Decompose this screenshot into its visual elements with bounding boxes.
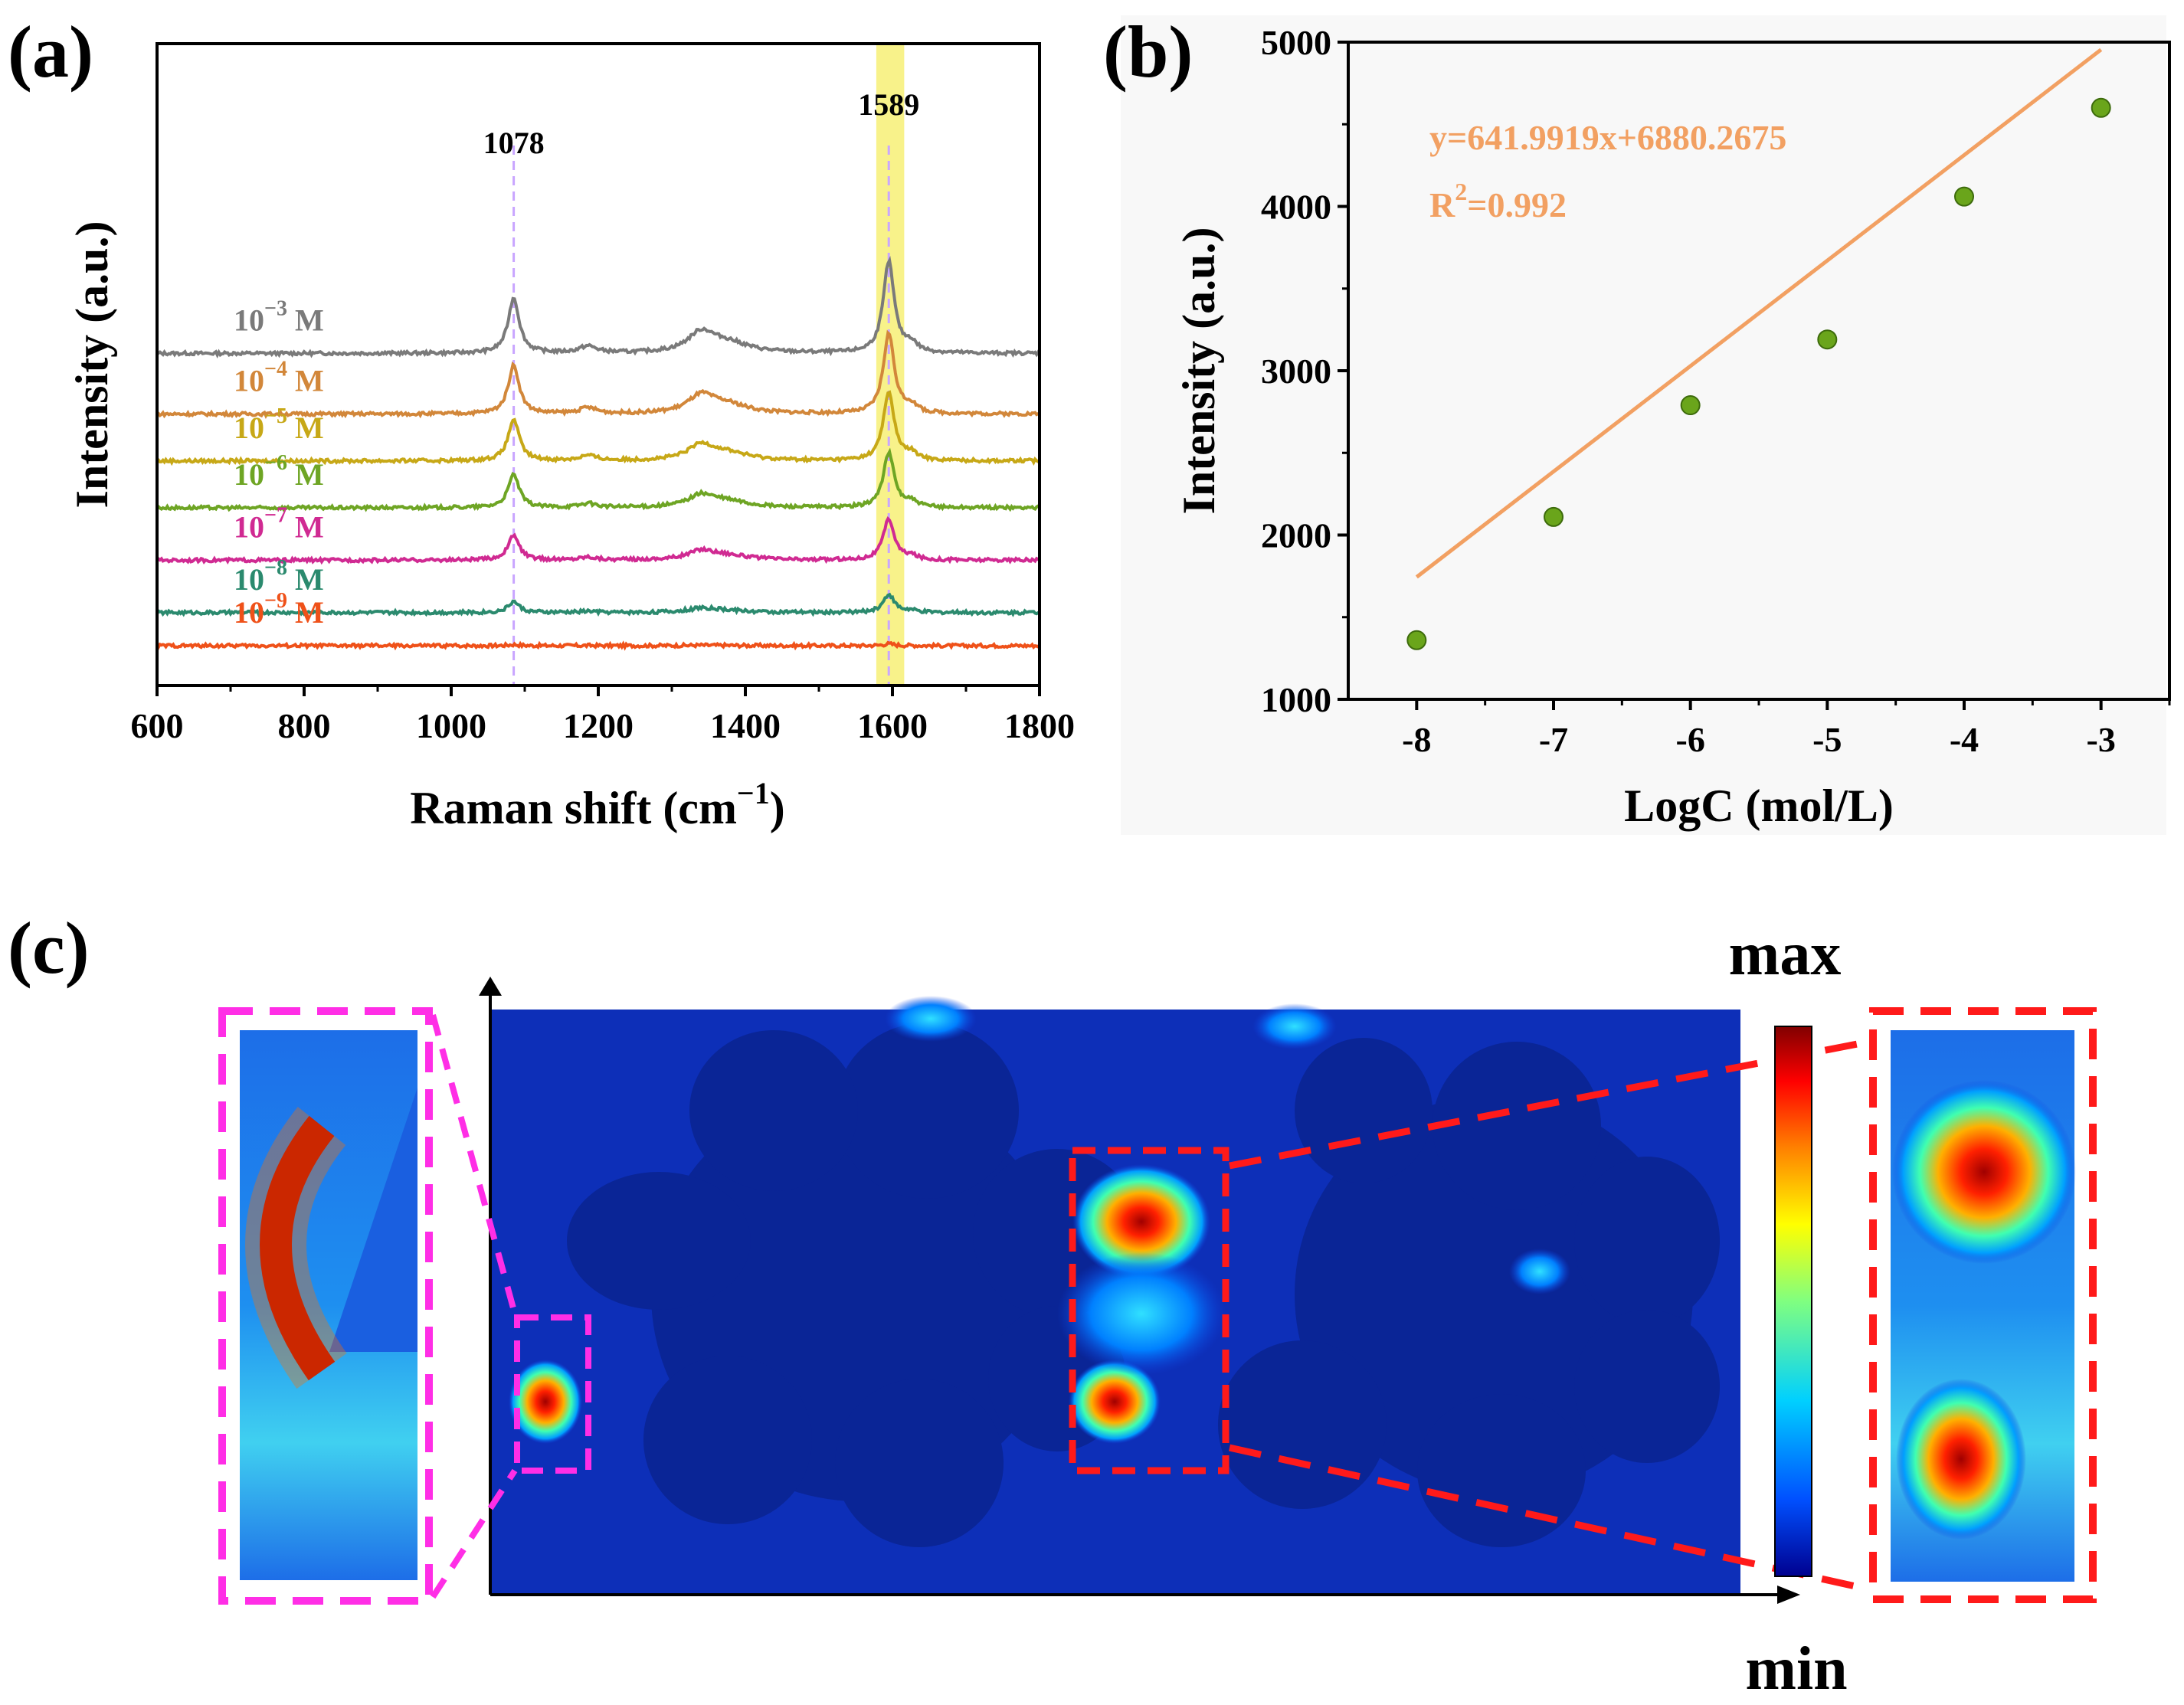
raman-x-tick-label-2: 1000 <box>416 706 486 745</box>
fit-r-squared: R2=0.992 <box>1429 178 1567 224</box>
raman-series-labels: 10−3 M 10−4 M 10−5 M 10−6 M 10−7 M 10−8 M10−9 M <box>234 296 324 630</box>
hotspot-upper-gap <box>1072 1164 1210 1279</box>
panel-b: (b) -8 -7 -6 -5 -4 -3 1000 2000 3000 4000 5000 y=… <box>1103 11 2171 835</box>
sim-y-arrow <box>479 977 502 996</box>
raman-axes-frame <box>156 42 1041 687</box>
zoom-left-hotband <box>260 1115 336 1381</box>
fit-equation: y=641.9919x+6880.2675 <box>1429 118 1786 157</box>
hotspot-lower-gap <box>1069 1360 1161 1444</box>
raman-series-2 <box>156 390 1040 466</box>
calibration-x-tick-label-5: -3 <box>2087 720 2116 759</box>
raman-y-axis-label: Intensity (a.u.) <box>67 221 117 508</box>
calibration-x-axis-label: LogC (mol/L) <box>1624 781 1894 831</box>
raman-x-tick-label-0: 600 <box>131 706 184 745</box>
series-label-5: 10−8 M <box>234 556 324 597</box>
tip-glow-1 <box>885 996 977 1042</box>
hotspot-edge <box>509 1360 582 1444</box>
raman-x-tick-label-6: 1800 <box>1004 706 1075 745</box>
peak-guide-lines <box>512 146 890 686</box>
panel-c: (c) <box>8 907 2097 1703</box>
series-label-1: 10−4 M <box>234 358 324 398</box>
colorbar: max min <box>1729 921 1848 1703</box>
raman-series <box>156 256 1041 651</box>
zoom-left-source <box>514 1314 591 1474</box>
raman-series-3 <box>156 447 1041 512</box>
series-label-3: 10−6 M <box>234 451 324 492</box>
calibration-y-tick-label-3: 4000 <box>1261 188 1331 227</box>
raman-x-axis-label: Raman shift (cm−1) <box>410 776 784 833</box>
gap-field <box>1057 1252 1226 1375</box>
zoom-right-frame <box>1869 1007 2097 1603</box>
raman-peak-labels: 1078 1589 <box>483 87 920 160</box>
raman-series-1 <box>156 329 1040 419</box>
panel-c-letter: (c) <box>8 907 90 989</box>
calibration-point-1 <box>1544 506 1564 527</box>
calibration-x-ticks: -8 -7 -6 -5 -4 -3 <box>1402 699 2171 759</box>
tip-glow-3 <box>1509 1248 1570 1294</box>
calibration-points <box>1406 97 2111 650</box>
raman-x-tick-label-5: 1600 <box>857 706 928 745</box>
calibration-x-tick-label-0: -8 <box>1402 720 1431 759</box>
zoom-right-link-bottom <box>1229 1444 1870 1593</box>
zoom-left-frame <box>218 1007 433 1605</box>
calibration-y-tick-label-0: 1000 <box>1261 680 1331 719</box>
calibration-point-3 <box>1817 329 1838 350</box>
field-simulation-image <box>479 977 1800 1604</box>
calibration-y-tick-label-1: 2000 <box>1261 516 1331 555</box>
tip-glow-2 <box>1252 1003 1337 1049</box>
raman-series-4 <box>156 515 1040 565</box>
peak-label-1078: 1078 <box>483 126 545 160</box>
raman-series-6 <box>156 640 1041 651</box>
zoom-right <box>1069 1007 2097 1603</box>
calibration-x-tick-label-2: -6 <box>1676 720 1705 759</box>
zoom-right-link-top <box>1229 1038 1870 1170</box>
zoom-right-source <box>1069 1147 1230 1474</box>
zoom-left-link-bottom <box>430 1468 518 1599</box>
calibration-point-5 <box>2091 97 2111 118</box>
zoom-left <box>218 1007 591 1605</box>
calibration-plot-area: -8 -7 -6 -5 -4 -3 1000 2000 3000 4000 5000 y=641.… <box>1174 23 2171 831</box>
colorbar-max-label: max <box>1729 921 1842 988</box>
panel-a: (a) 600 800 1000 1200 1400 1600 1800 1078 1589 … <box>8 11 1075 833</box>
raman-series-5 <box>156 592 1040 618</box>
raman-x-ticks: 600 800 1000 1200 1400 1600 1800 <box>131 686 1075 745</box>
series-label-2: 10−5 M <box>234 404 324 445</box>
raman-x-tick-label-3: 1200 <box>563 706 634 745</box>
zoom-left-particle <box>329 1088 417 1352</box>
calibration-x-tick-label-1: -7 <box>1539 720 1568 759</box>
highlight-band-1589 <box>876 44 905 686</box>
colorbar-min-label: min <box>1745 1635 1847 1703</box>
calibration-y-tick-label-2: 3000 <box>1261 352 1331 391</box>
zoom-right-hotspot-top <box>1892 1080 2076 1264</box>
calibration-y-axis-label: Intensity (a.u.) <box>1174 227 1224 514</box>
panel-a-letter: (a) <box>8 11 93 93</box>
calibration-x-tick-label-4: -4 <box>1950 720 1979 759</box>
fit-line <box>1415 47 2103 579</box>
series-label-6: 10−9 M <box>234 589 324 630</box>
raman-series-0 <box>156 256 1041 359</box>
zoom-left-halo <box>245 1107 347 1389</box>
colorbar-gradient <box>1774 1026 1812 1577</box>
raman-x-tick-label-1: 800 <box>278 706 331 745</box>
raman-plot-area: 600 800 1000 1200 1400 1600 1800 1078 1589 10−3… <box>67 42 1075 833</box>
zoom-right-hotspot-bottom <box>1896 1379 2026 1540</box>
sim-x-arrow <box>1777 1586 1800 1604</box>
zoom-left-link-top <box>430 1013 518 1315</box>
calibration-point-2 <box>1680 395 1701 416</box>
calibration-point-0 <box>1406 630 1427 650</box>
series-label-4: 10−7 M <box>234 503 324 544</box>
nanoparticle-right <box>1218 1038 1720 1547</box>
calibration-y-ticks: 1000 2000 3000 4000 5000 <box>1261 23 1348 719</box>
calibration-point-4 <box>1954 186 1974 207</box>
raman-x-tick-label-4: 1400 <box>710 706 781 745</box>
calibration-y-tick-label-4: 5000 <box>1261 23 1331 62</box>
peak-label-1589: 1589 <box>858 87 919 122</box>
calibration-x-tick-label-3: -5 <box>1812 720 1842 759</box>
series-label-0: 10−3 M <box>234 296 324 337</box>
panel-b-letter: (b) <box>1103 11 1193 93</box>
